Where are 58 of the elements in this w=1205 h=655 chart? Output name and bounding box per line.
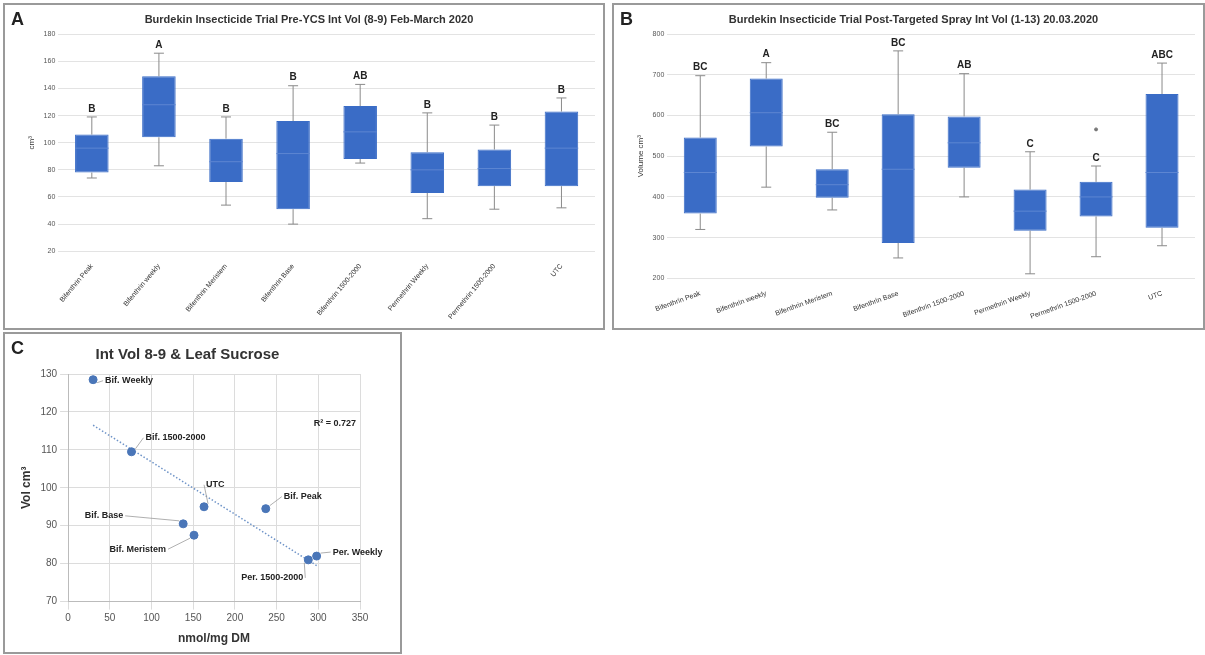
y-axis-title: cm³ [27,135,36,150]
annotation: Bif. Weekly [105,375,153,386]
text: A [11,8,24,29]
y-tick-label: 90 [45,519,58,531]
annotation: Per. 1500-2000 [241,572,304,583]
x-tick-label: 150 [184,612,202,624]
y-tick-label: 110 [41,443,58,455]
point [126,447,136,457]
annotation: BC [693,61,708,73]
x-tick-label: 200 [226,612,244,624]
point [189,530,199,540]
annotation: B [222,102,230,114]
point [178,519,188,529]
annotation: A [762,48,770,60]
x-tick-label: 50 [104,612,116,624]
annotation: UTC [206,479,226,490]
y-tick-label: 70 [45,595,58,607]
annotation: C [1092,151,1100,163]
y-tick-label: 100 [40,481,58,493]
chart-title: Burdekin Insecticide Trial Pre-YCS Int Vol (8-9) Feb-March 2020 [144,12,474,25]
x-axis-title: nmol/mg DM [178,631,251,646]
annotation: A [155,38,163,50]
point [303,555,313,565]
point [312,551,322,561]
text: B [620,8,633,29]
annotation: B [88,102,96,114]
annotation: Bif. Meristem [109,543,167,554]
point [88,375,98,385]
annotation: B [289,71,297,83]
annotation: Bif. Peak [283,491,323,502]
y-tick-label: 80 [45,557,58,569]
annotation: C [1026,137,1034,149]
x-tick-label: 350 [351,612,369,624]
annotation: R² = 0.727 [313,418,356,429]
annotation: B [557,83,566,95]
chart-title: Burdekin Insecticide Trial Post-Targeted Spray Int Vol (1-13) 20.03.2020 [728,12,1099,25]
annotation: AB [956,59,972,71]
annotation: B [423,98,431,110]
text: C [11,337,24,358]
x-tick-label: 300 [309,612,328,624]
annotation: BC [890,36,906,48]
point [261,504,271,514]
y-tick-label: 120 [40,405,58,417]
y-axis-title: Vol cm³ [18,466,33,510]
annotation: Bif. Base [84,510,124,521]
annotation: Per. Weekly [332,546,383,557]
y-axis-title: Volume cm³ [636,134,645,178]
x-tick-label: 250 [268,612,286,624]
annotation: BC [824,117,840,129]
annotation: ABC [1151,48,1173,60]
chart-title: Int Vol 8-9 & Leaf Sucrose [95,345,280,363]
x-tick-label: 100 [143,612,161,624]
point [199,502,209,512]
y-tick-label: 130 [40,367,58,379]
x-tick-label: 0 [65,612,72,624]
annotation: B [490,110,498,122]
annotation: Bif. 1500-2000 [145,432,206,443]
annotation: AB [352,70,368,82]
